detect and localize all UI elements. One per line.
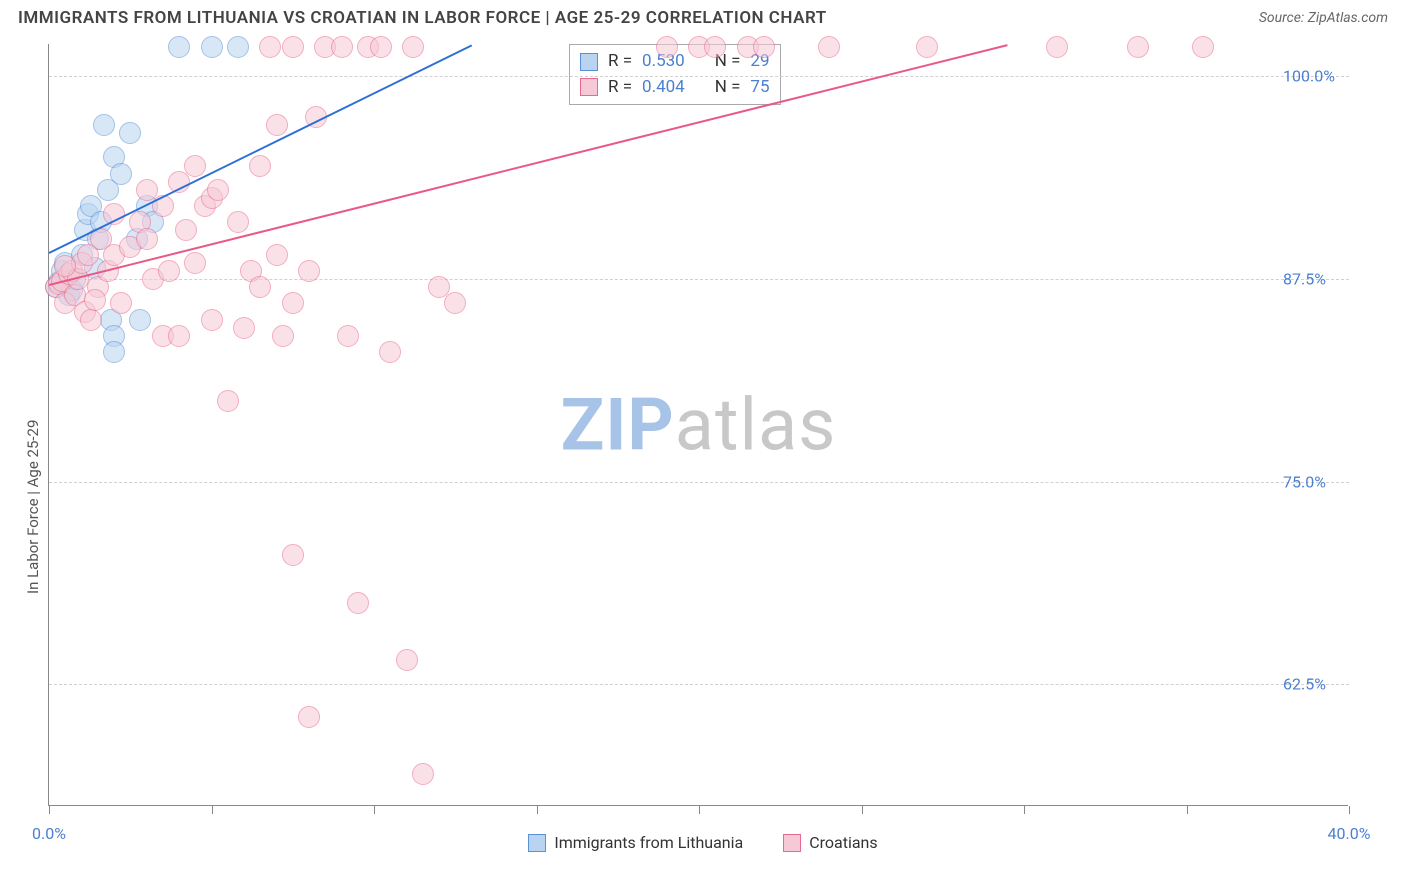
watermark-atlas: atlas	[675, 382, 837, 467]
x-tick	[862, 806, 863, 814]
bottom-legend: Immigrants from Lithuania Croatians	[0, 833, 1406, 852]
data-point	[136, 179, 158, 201]
data-point	[129, 309, 151, 331]
data-point	[217, 390, 239, 412]
data-point	[379, 341, 401, 363]
data-point	[207, 179, 229, 201]
data-point	[110, 163, 132, 185]
data-point	[818, 36, 840, 58]
data-point	[396, 649, 418, 671]
data-point	[184, 155, 206, 177]
data-point	[54, 255, 76, 277]
x-tick	[374, 806, 375, 814]
r-value: 0.404	[642, 75, 685, 101]
legend-swatch	[580, 53, 598, 71]
x-tick	[699, 806, 700, 814]
data-point	[1192, 36, 1214, 58]
source-label: Source: ZipAtlas.com	[1259, 10, 1388, 26]
data-point	[266, 114, 288, 136]
n-label: N =	[715, 75, 741, 101]
data-point	[337, 325, 359, 347]
n-value: 75	[750, 75, 769, 101]
chart-container: In Labor Force | Age 25-29 ZIPatlas R = 0…	[0, 34, 1406, 854]
r-label: R =	[608, 75, 632, 101]
y-axis-label: In Labor Force | Age 25-29	[24, 420, 42, 594]
x-tick	[49, 806, 50, 814]
gridline	[49, 76, 1349, 77]
x-tick	[1024, 806, 1025, 814]
data-point	[282, 36, 304, 58]
data-point	[298, 706, 320, 728]
y-tick-label: 87.5%	[1283, 270, 1326, 289]
watermark-zip: ZIP	[561, 382, 675, 467]
data-point	[282, 544, 304, 566]
chart-title: IMMIGRANTS FROM LITHUANIA VS CROATIAN IN…	[18, 8, 827, 28]
r-label: R =	[608, 49, 632, 75]
gridline	[49, 684, 1349, 685]
data-point	[233, 317, 255, 339]
data-point	[266, 244, 288, 266]
watermark: ZIPatlas	[561, 382, 837, 467]
data-point	[282, 292, 304, 314]
data-point	[259, 36, 281, 58]
legend-item: Immigrants from Lithuania	[528, 833, 743, 852]
data-point	[916, 36, 938, 58]
data-point	[249, 276, 271, 298]
y-tick-label: 62.5%	[1283, 675, 1326, 694]
data-point	[370, 36, 392, 58]
x-tick	[537, 806, 538, 814]
legend-item: Croatians	[783, 833, 877, 852]
legend-swatch	[783, 834, 801, 852]
data-point	[298, 260, 320, 282]
data-point	[402, 36, 424, 58]
data-point	[704, 36, 726, 58]
data-point	[168, 36, 190, 58]
x-tick	[1187, 806, 1188, 814]
data-point	[1127, 36, 1149, 58]
legend-label: Immigrants from Lithuania	[554, 833, 743, 852]
plot-area: ZIPatlas R =0.530N =29R =0.404N =75 62.5…	[48, 44, 1348, 806]
data-point	[158, 260, 180, 282]
data-point	[753, 36, 775, 58]
y-tick-label: 100.0%	[1283, 67, 1335, 86]
x-tick	[212, 806, 213, 814]
legend-swatch	[528, 834, 546, 852]
data-point	[119, 122, 141, 144]
data-point	[272, 325, 294, 347]
gridline	[49, 482, 1349, 483]
data-point	[1046, 36, 1068, 58]
data-point	[80, 309, 102, 331]
data-point	[136, 228, 158, 250]
data-point	[444, 292, 466, 314]
data-point	[175, 219, 197, 241]
x-tick	[1349, 806, 1350, 814]
data-point	[249, 155, 271, 177]
data-point	[227, 36, 249, 58]
data-point	[201, 36, 223, 58]
stats-row: R = 0.404 N = 75	[580, 75, 770, 101]
title-bar: IMMIGRANTS FROM LITHUANIA VS CROATIAN IN…	[0, 0, 1406, 34]
data-point	[110, 292, 132, 314]
data-point	[201, 309, 223, 331]
data-point	[347, 592, 369, 614]
legend-label: Croatians	[809, 833, 877, 852]
y-tick-label: 75.0%	[1283, 472, 1326, 491]
data-point	[227, 211, 249, 233]
data-point	[93, 114, 115, 136]
legend-swatch	[580, 78, 598, 96]
data-point	[331, 36, 353, 58]
data-point	[84, 289, 106, 311]
data-point	[103, 341, 125, 363]
data-point	[168, 325, 190, 347]
data-point	[412, 763, 434, 785]
data-point	[184, 252, 206, 274]
data-point	[656, 36, 678, 58]
